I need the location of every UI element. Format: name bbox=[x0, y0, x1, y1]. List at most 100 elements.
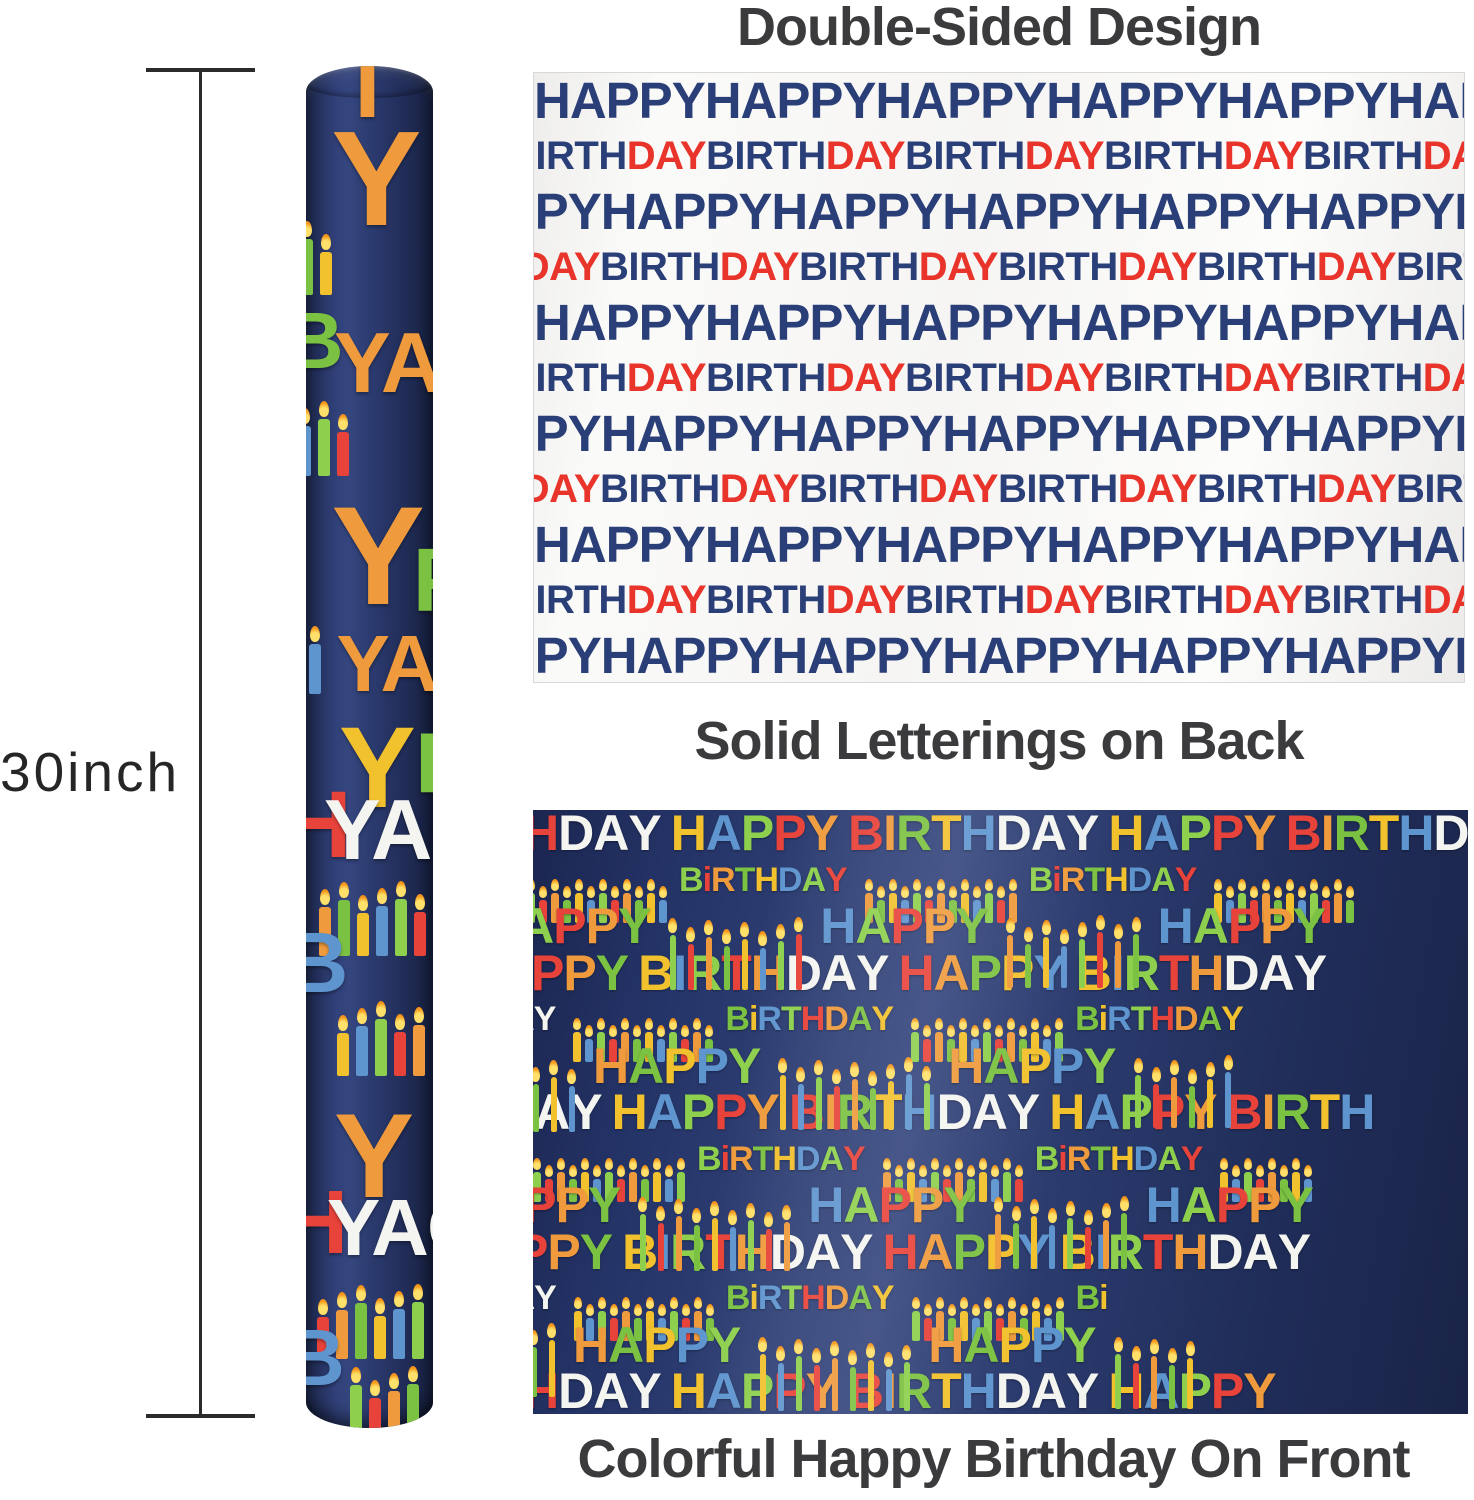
candle-flame-icon bbox=[567, 1068, 576, 1084]
candle-body bbox=[1135, 1074, 1142, 1128]
roll-pattern-letter: YA bbox=[333, 316, 433, 411]
candle-flame-icon bbox=[533, 878, 535, 891]
candles-group bbox=[1214, 878, 1358, 923]
candle-body bbox=[657, 1318, 666, 1341]
candle-body bbox=[545, 1178, 553, 1202]
candle-icon bbox=[1250, 885, 1259, 923]
candle-body bbox=[597, 1311, 606, 1341]
day-text: DAY bbox=[626, 577, 707, 622]
birth-text: BIRTH bbox=[799, 466, 919, 511]
candle-icon bbox=[876, 885, 885, 923]
candle-icon bbox=[1014, 1164, 1023, 1202]
birth-text: BIRTH bbox=[1104, 355, 1224, 400]
candle-flame-icon bbox=[306, 408, 310, 424]
roll-pattern-letter: I bbox=[354, 66, 380, 138]
candles-group bbox=[533, 878, 671, 923]
candle-body bbox=[629, 1171, 637, 1202]
candle-flame-icon bbox=[704, 920, 714, 935]
candle-body bbox=[936, 892, 945, 923]
candle-flame-icon bbox=[318, 401, 329, 417]
candle-flame-icon bbox=[1226, 885, 1235, 898]
birth-text: BIRTH bbox=[1396, 244, 1464, 289]
birth-text: BIRTH bbox=[1104, 133, 1224, 178]
candle-icon bbox=[1187, 1068, 1197, 1128]
pattern-letter: R bbox=[1274, 1084, 1311, 1140]
candle-body bbox=[765, 1229, 772, 1271]
candle-body bbox=[597, 1032, 606, 1062]
candle-icon bbox=[585, 1025, 594, 1062]
candle-body bbox=[995, 1039, 1004, 1062]
pattern-letter: H bbox=[772, 1139, 797, 1178]
candle-flame-icon bbox=[581, 1157, 589, 1170]
candle-flame-icon bbox=[911, 1018, 920, 1030]
candle-icon bbox=[832, 1068, 842, 1130]
candle-body bbox=[335, 1310, 348, 1359]
pattern-word: HDAY bbox=[533, 996, 556, 1049]
candle-flame-icon bbox=[959, 1297, 968, 1309]
pattern-letter: D bbox=[1133, 1139, 1159, 1178]
candle-flame-icon bbox=[866, 1342, 876, 1358]
candle-icon bbox=[349, 1367, 362, 1428]
day-text: DAY bbox=[534, 466, 601, 511]
candle-body bbox=[1019, 1039, 1028, 1062]
candle-flame-icon bbox=[972, 885, 981, 898]
pattern-letter: P bbox=[952, 1223, 987, 1280]
candle-body bbox=[395, 899, 408, 956]
candle-icon bbox=[1007, 1018, 1016, 1062]
day-text: DAY bbox=[1422, 577, 1464, 622]
candle-flame-icon bbox=[886, 1063, 896, 1079]
pattern-letter: P bbox=[695, 1037, 729, 1094]
candle-body bbox=[533, 1083, 539, 1132]
candles-group bbox=[533, 1157, 689, 1202]
candle-flame-icon bbox=[551, 878, 559, 891]
roll-candles-group bbox=[306, 401, 364, 476]
candle-body bbox=[867, 1359, 874, 1411]
pattern-letter: P bbox=[740, 810, 775, 861]
candle-icon bbox=[984, 878, 993, 923]
candle-icon bbox=[368, 1380, 381, 1428]
candle-body bbox=[1268, 1171, 1277, 1202]
candle-body bbox=[971, 1318, 980, 1341]
candle-icon bbox=[567, 1068, 576, 1132]
birth-text: BIRTH bbox=[1303, 577, 1423, 622]
candle-flame-icon bbox=[597, 1018, 606, 1030]
candle-flame-icon bbox=[621, 1018, 630, 1030]
candle-flame-icon bbox=[674, 1199, 684, 1214]
pattern-word: BiRTHDAY bbox=[726, 1275, 895, 1328]
candle-flame-icon bbox=[1059, 929, 1069, 944]
candle-body bbox=[759, 1353, 766, 1411]
pattern-letter: H bbox=[820, 898, 857, 954]
pattern-letter: R bbox=[711, 860, 736, 899]
candle-flame-icon bbox=[377, 888, 388, 904]
roll-candles-group bbox=[311, 881, 433, 956]
candle-icon bbox=[645, 1018, 654, 1062]
candle-icon bbox=[411, 1284, 424, 1359]
candle-body bbox=[795, 1355, 802, 1411]
pattern-letter: Y bbox=[871, 1279, 895, 1317]
candle-body bbox=[918, 1178, 927, 1202]
pattern-letter: P bbox=[675, 1316, 709, 1373]
pattern-word: BiRTHDAY bbox=[679, 857, 848, 910]
candle-icon bbox=[1256, 1164, 1265, 1202]
candle-flame-icon bbox=[902, 1344, 912, 1360]
pattern-letter: D bbox=[1127, 860, 1153, 899]
candle-body bbox=[1007, 935, 1014, 988]
candle-icon bbox=[814, 1059, 824, 1130]
candle-body bbox=[906, 1171, 915, 1202]
candle-icon bbox=[884, 1351, 894, 1411]
candle-flame-icon bbox=[1077, 922, 1087, 937]
candles-group bbox=[533, 1058, 585, 1132]
pattern-letter: P bbox=[1248, 1177, 1282, 1233]
candle-flame-icon bbox=[782, 1205, 792, 1220]
pattern-letter: Y bbox=[1006, 1084, 1041, 1140]
candle-icon bbox=[533, 1066, 540, 1132]
candle-icon bbox=[1185, 1340, 1195, 1409]
candle-body bbox=[563, 899, 571, 923]
candle-icon bbox=[406, 1366, 419, 1428]
candle-icon bbox=[868, 1070, 878, 1130]
candle-body bbox=[1007, 1311, 1016, 1341]
candle-flame-icon bbox=[1014, 1164, 1023, 1177]
candle-icon bbox=[1031, 1018, 1040, 1062]
candle-flame-icon bbox=[375, 1001, 386, 1017]
candle-icon bbox=[948, 885, 957, 923]
